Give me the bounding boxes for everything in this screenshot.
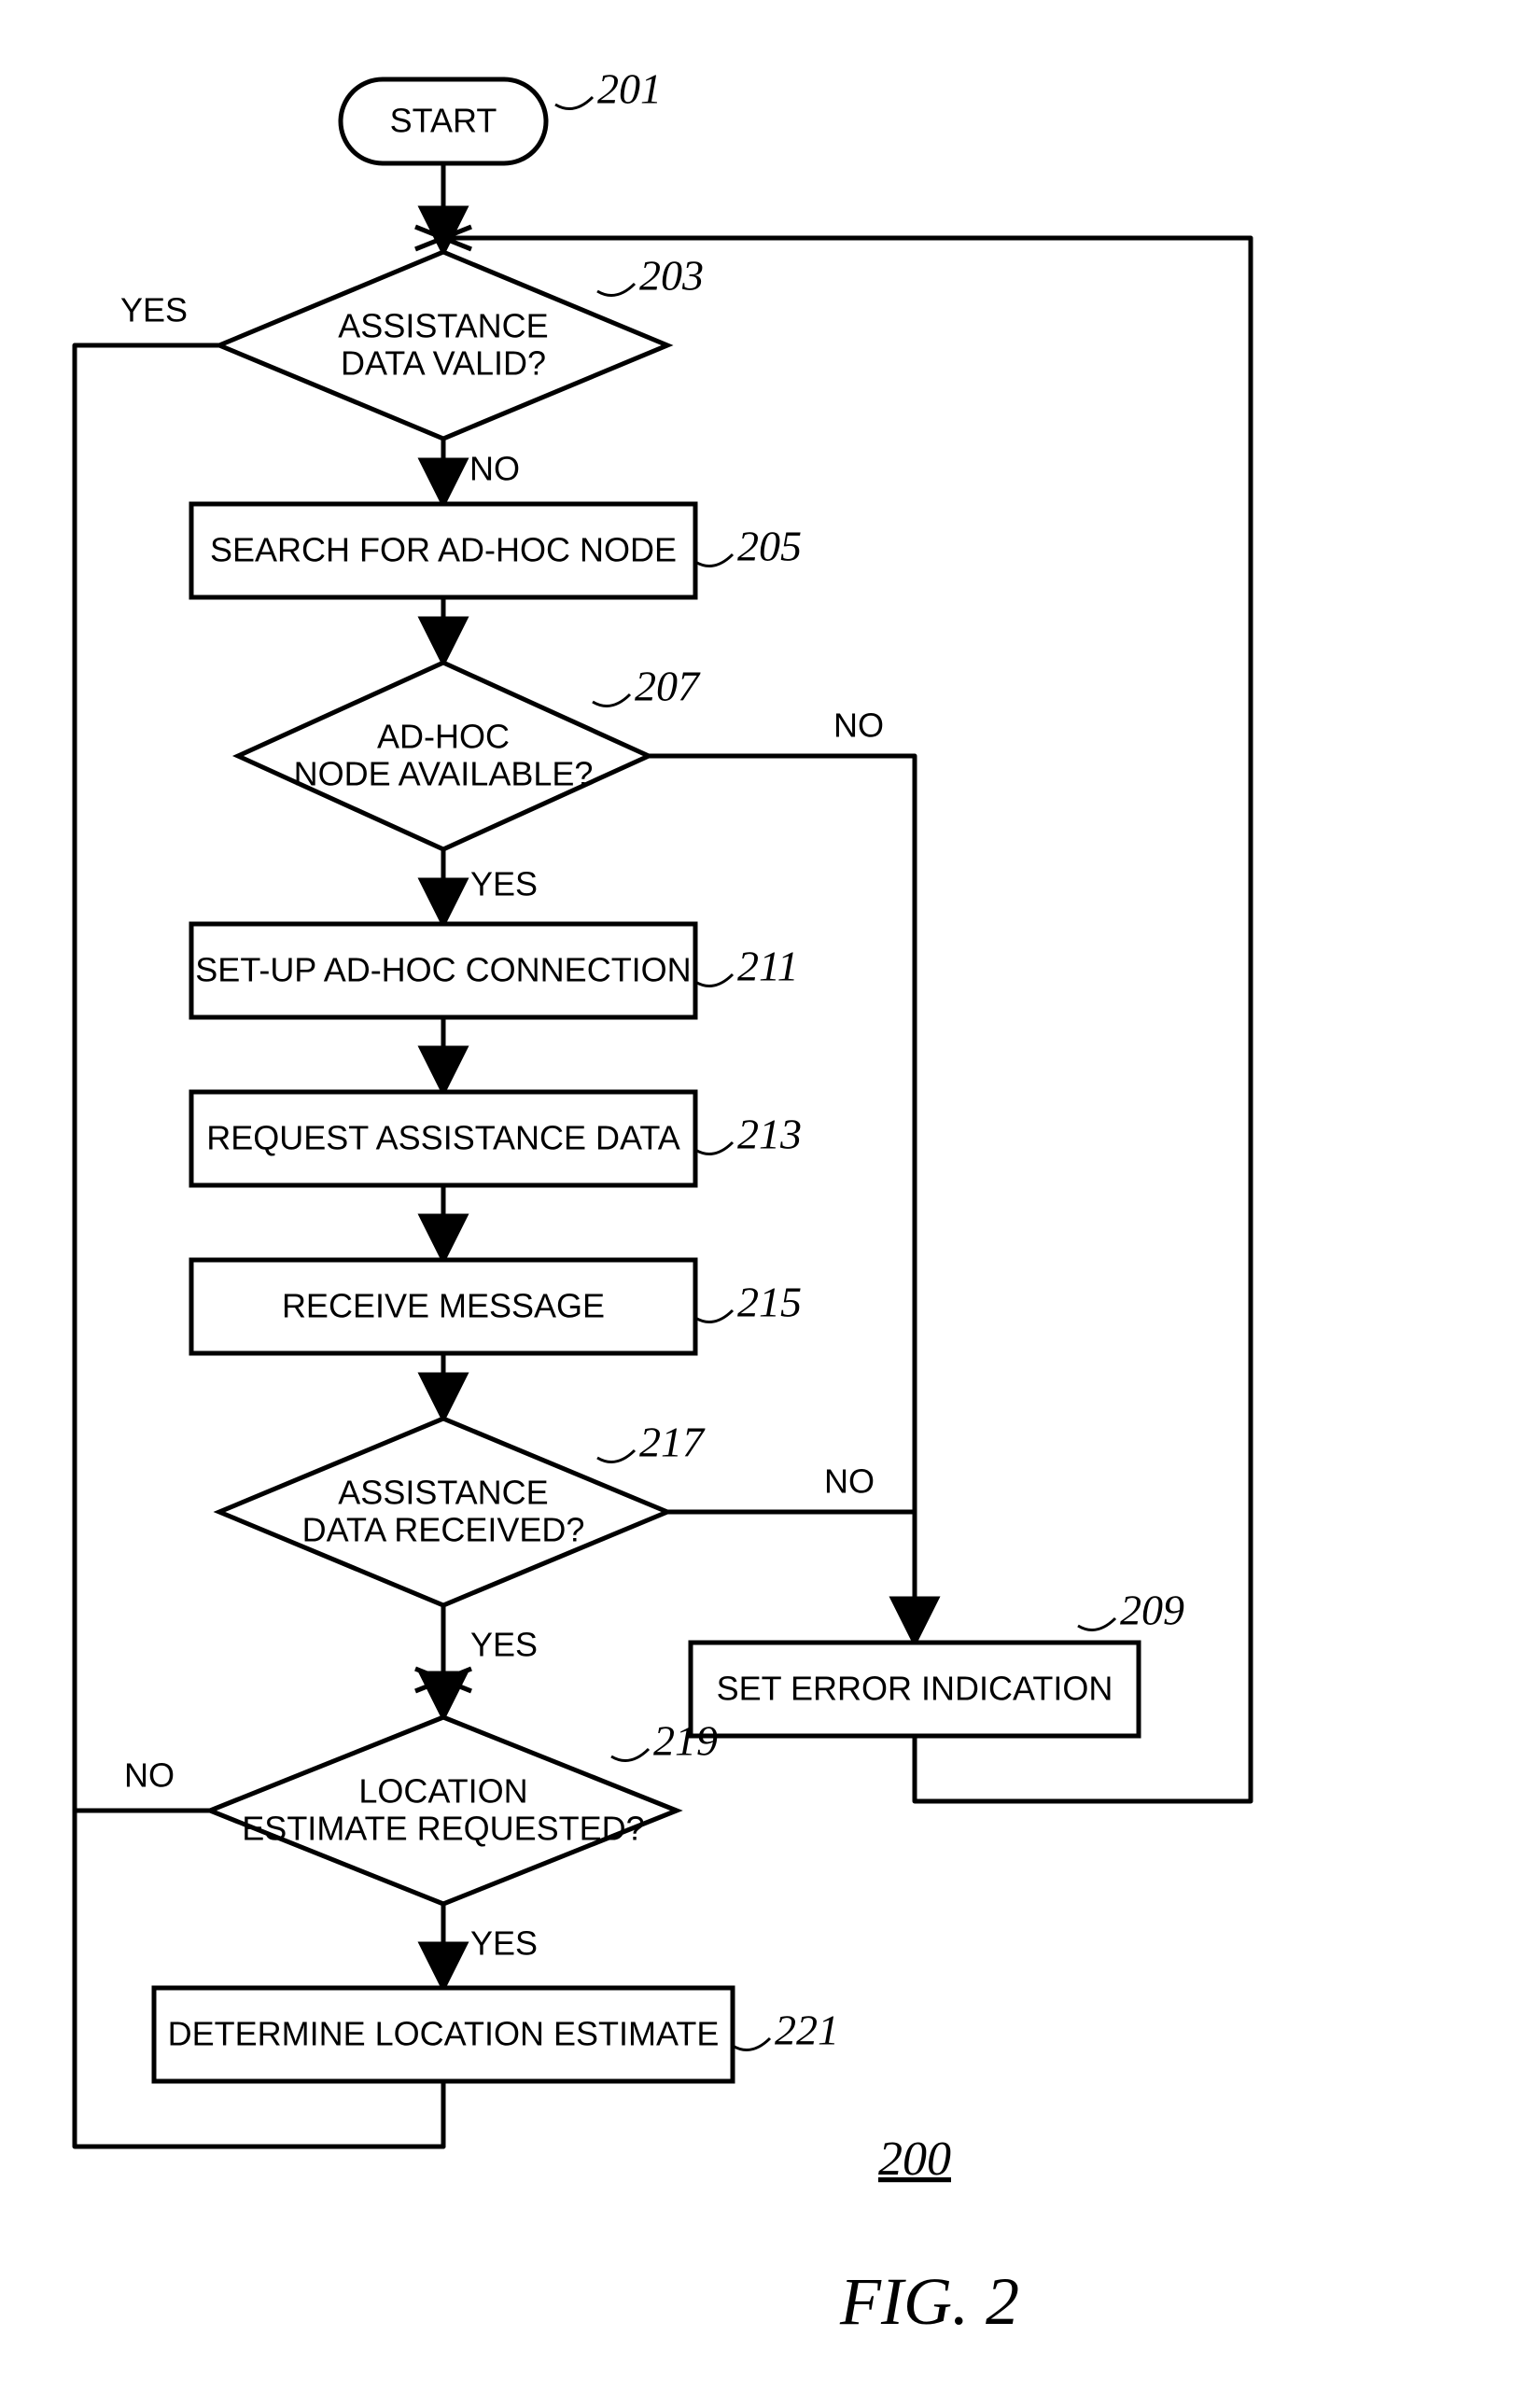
svg-text:219: 219	[653, 1717, 718, 1765]
svg-text:201: 201	[597, 65, 662, 113]
svg-text:ASSISTANCE: ASSISTANCE	[338, 1474, 548, 1512]
svg-text:REQUEST ASSISTANCE DATA: REQUEST ASSISTANCE DATA	[206, 1119, 679, 1157]
svg-text:LOCATION: LOCATION	[358, 1772, 527, 1811]
svg-text:YES: YES	[470, 1924, 538, 1963]
svg-text:NO: NO	[124, 1756, 175, 1795]
svg-text:RECEIVE MESSAGE: RECEIVE MESSAGE	[282, 1287, 605, 1325]
svg-text:211: 211	[737, 943, 799, 990]
svg-text:SET ERROR INDICATION: SET ERROR INDICATION	[717, 1670, 1113, 1708]
svg-text:213: 213	[737, 1111, 802, 1158]
svg-text:SET-UP AD-HOC CONNECTION: SET-UP AD-HOC CONNECTION	[195, 951, 691, 989]
svg-text:207: 207	[635, 663, 701, 710]
svg-text:203: 203	[639, 252, 704, 300]
edge	[75, 2081, 443, 2147]
svg-text:205: 205	[737, 523, 802, 570]
svg-text:215: 215	[737, 1279, 802, 1326]
svg-text:DETERMINE LOCATION ESTIMATE: DETERMINE LOCATION ESTIMATE	[168, 2015, 720, 2053]
svg-text:AD-HOC: AD-HOC	[377, 718, 510, 756]
svg-text:DATA RECEIVED?: DATA RECEIVED?	[302, 1511, 585, 1549]
edge	[667, 1512, 915, 1643]
svg-text:ASSISTANCE: ASSISTANCE	[338, 307, 548, 345]
svg-text:NO: NO	[469, 450, 520, 488]
svg-text:START: START	[390, 102, 497, 140]
svg-text:ESTIMATE REQUESTED?: ESTIMATE REQUESTED?	[242, 1810, 644, 1848]
svg-text:YES: YES	[470, 1626, 538, 1664]
svg-text:NO: NO	[833, 706, 884, 745]
flowchart: NOYESYESYESYESNONONOSTART201ASSISTANCEDA…	[0, 0, 1540, 2406]
svg-text:YES: YES	[120, 291, 188, 329]
svg-text:NO: NO	[824, 1462, 875, 1501]
svg-text:NODE AVAILABLE?: NODE AVAILABLE?	[294, 755, 594, 793]
svg-text:FIG. 2: FIG. 2	[839, 2264, 1019, 2339]
svg-text:200: 200	[878, 2133, 951, 2186]
svg-text:YES: YES	[470, 865, 538, 903]
svg-text:209: 209	[1120, 1587, 1184, 1634]
svg-text:SEARCH FOR AD-HOC NODE: SEARCH FOR AD-HOC NODE	[210, 531, 677, 569]
svg-text:221: 221	[775, 2007, 839, 2054]
svg-text:217: 217	[639, 1419, 706, 1466]
svg-text:DATA VALID?: DATA VALID?	[341, 344, 546, 383]
